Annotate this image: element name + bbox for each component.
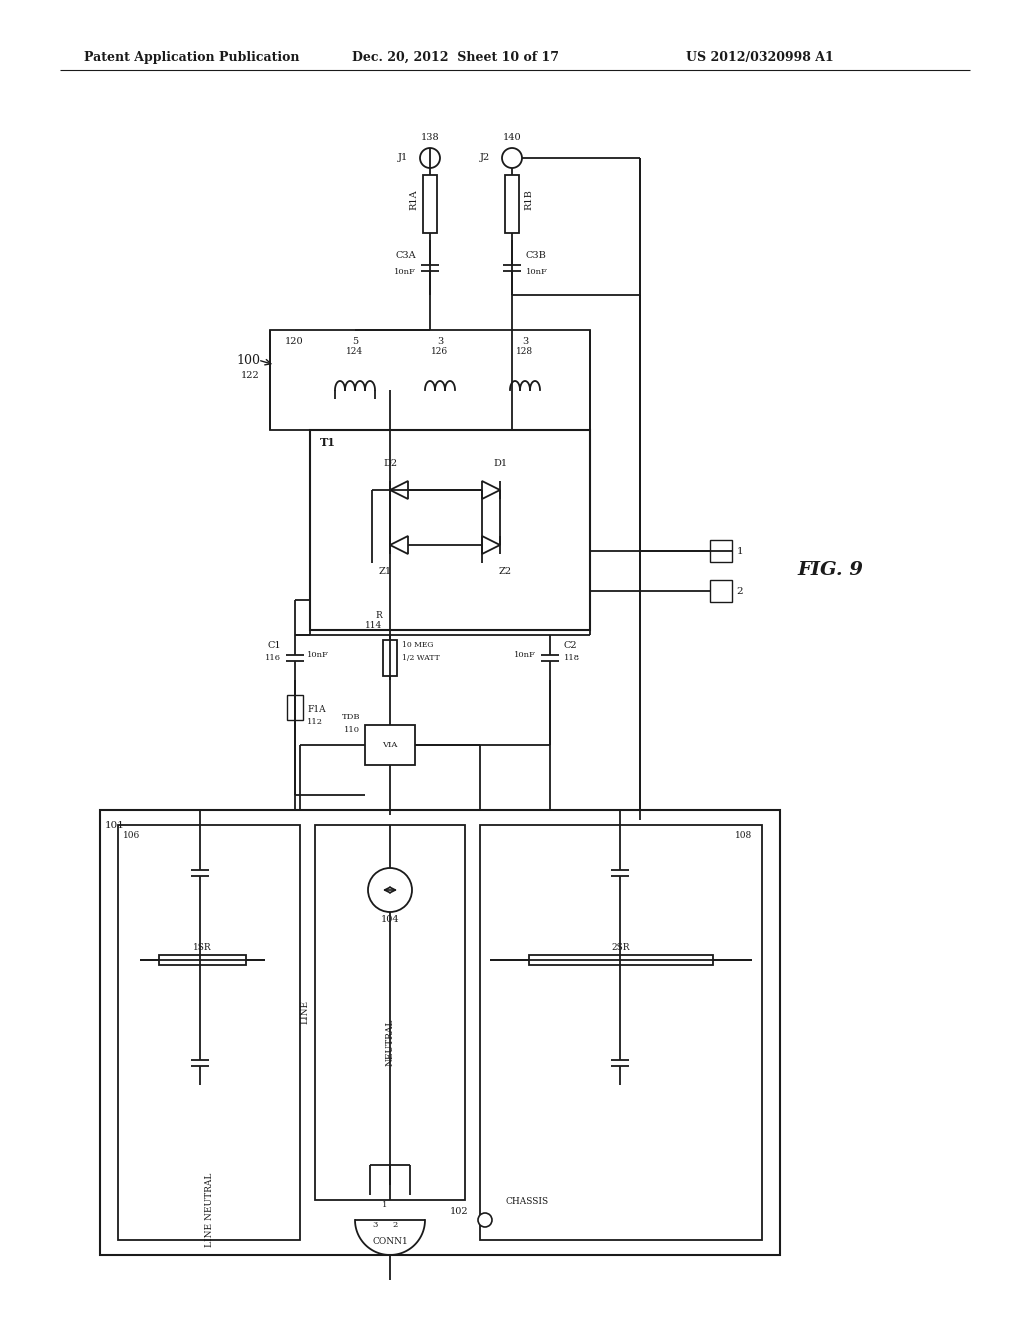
Text: C3B: C3B xyxy=(526,251,547,260)
Circle shape xyxy=(368,869,412,912)
Text: Patent Application Publication: Patent Application Publication xyxy=(84,50,300,63)
Text: LINE: LINE xyxy=(300,1001,309,1024)
Bar xyxy=(100,810,780,1255)
Text: 2: 2 xyxy=(736,586,743,595)
Bar xyxy=(270,330,590,430)
Text: 124: 124 xyxy=(346,347,364,356)
Text: 1: 1 xyxy=(382,1201,388,1209)
Text: 106: 106 xyxy=(123,830,140,840)
Text: Dec. 20, 2012  Sheet 10 of 17: Dec. 20, 2012 Sheet 10 of 17 xyxy=(351,50,558,63)
Text: 140: 140 xyxy=(503,133,521,143)
Text: C3A: C3A xyxy=(395,251,416,260)
Polygon shape xyxy=(482,480,500,499)
Text: VIA: VIA xyxy=(382,741,397,748)
Text: J1: J1 xyxy=(397,153,408,162)
Text: FIG. 9: FIG. 9 xyxy=(797,561,863,579)
Text: 114: 114 xyxy=(365,620,382,630)
Text: 10nF: 10nF xyxy=(307,651,329,659)
Text: 2SR: 2SR xyxy=(611,944,630,953)
Text: TDB: TDB xyxy=(341,713,360,721)
Text: C1: C1 xyxy=(267,640,281,649)
Text: 108: 108 xyxy=(735,830,752,840)
Text: 122: 122 xyxy=(242,371,260,380)
Bar xyxy=(310,430,590,630)
Text: 1: 1 xyxy=(736,546,743,556)
Text: 104: 104 xyxy=(381,916,399,924)
Text: R: R xyxy=(375,610,382,619)
Bar xyxy=(710,579,732,602)
Bar xyxy=(118,825,300,1239)
Circle shape xyxy=(502,148,522,168)
Text: 2: 2 xyxy=(392,1221,397,1229)
Polygon shape xyxy=(390,536,408,554)
Circle shape xyxy=(420,148,440,168)
Text: R1A: R1A xyxy=(409,190,418,210)
Bar xyxy=(529,954,713,965)
Bar xyxy=(480,825,762,1239)
Text: 101: 101 xyxy=(105,821,125,829)
Text: 100: 100 xyxy=(236,354,260,367)
Text: 3: 3 xyxy=(373,1221,378,1229)
Text: 126: 126 xyxy=(431,347,449,356)
Circle shape xyxy=(478,1213,492,1228)
Text: 128: 128 xyxy=(516,347,534,356)
Text: US 2012/0320998 A1: US 2012/0320998 A1 xyxy=(686,50,834,63)
Bar xyxy=(365,725,415,766)
Text: 10nF: 10nF xyxy=(526,268,548,276)
Text: 5: 5 xyxy=(352,338,358,346)
Text: D1: D1 xyxy=(493,459,507,469)
Text: 10nF: 10nF xyxy=(514,651,536,659)
Text: 10 MEG: 10 MEG xyxy=(402,642,433,649)
Bar xyxy=(505,176,519,232)
Text: 3: 3 xyxy=(437,338,443,346)
Polygon shape xyxy=(390,480,408,499)
Text: F1A: F1A xyxy=(307,705,326,714)
Text: Z1: Z1 xyxy=(379,566,391,576)
Bar xyxy=(159,954,246,965)
Bar xyxy=(287,696,303,719)
Bar xyxy=(383,639,397,676)
Text: 118: 118 xyxy=(564,653,581,663)
Bar xyxy=(423,176,437,232)
Text: 138: 138 xyxy=(421,133,439,143)
Text: 3: 3 xyxy=(522,338,528,346)
Text: 110: 110 xyxy=(344,726,360,734)
Text: C2: C2 xyxy=(564,640,578,649)
Polygon shape xyxy=(482,536,500,554)
Text: CHASSIS: CHASSIS xyxy=(505,1197,548,1206)
Text: NEUTRAL: NEUTRAL xyxy=(385,1018,394,1065)
Text: 102: 102 xyxy=(450,1208,469,1217)
Text: LINE NEUTRAL: LINE NEUTRAL xyxy=(205,1172,213,1247)
Bar xyxy=(315,825,465,1200)
Bar xyxy=(710,540,732,562)
Text: T1: T1 xyxy=(319,437,336,447)
Text: 116: 116 xyxy=(265,653,281,663)
Text: CONN1: CONN1 xyxy=(372,1238,408,1246)
Text: J2: J2 xyxy=(480,153,490,162)
Text: D2: D2 xyxy=(383,459,397,469)
Text: 120: 120 xyxy=(285,338,304,346)
Text: 10nF: 10nF xyxy=(394,268,416,276)
Text: R1B: R1B xyxy=(524,190,534,210)
Text: 112: 112 xyxy=(307,718,323,726)
Text: 1/2 WATT: 1/2 WATT xyxy=(402,653,439,663)
Text: Z2: Z2 xyxy=(499,566,512,576)
Text: 1SR: 1SR xyxy=(193,944,211,953)
